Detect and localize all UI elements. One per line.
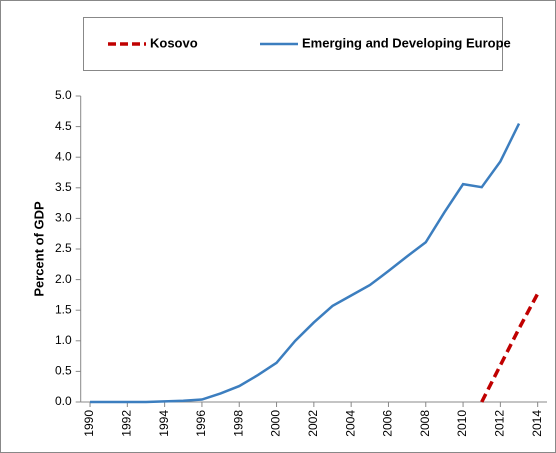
y-tick-label: 0.0 bbox=[55, 394, 72, 408]
y-axis-title: Percent of GDP bbox=[31, 201, 46, 297]
y-tick-label: 3.0 bbox=[55, 211, 72, 225]
x-tick-label: 2006 bbox=[381, 410, 395, 437]
x-tick-label: 1992 bbox=[120, 410, 134, 437]
x-tick-label: 2008 bbox=[418, 410, 432, 437]
x-tick-label: 2004 bbox=[343, 410, 357, 437]
y-tick-label: 5.0 bbox=[55, 88, 72, 102]
y-tick-label: 1.0 bbox=[55, 333, 72, 347]
x-tick-label: 2002 bbox=[306, 410, 320, 437]
y-tick-label: 1.5 bbox=[55, 302, 72, 316]
y-tick-label: 4.5 bbox=[55, 119, 72, 133]
legend-label: Kosovo bbox=[150, 35, 198, 50]
x-tick-label: 2010 bbox=[455, 410, 469, 437]
x-tick-label: 1998 bbox=[231, 410, 245, 437]
x-tick-label: 2014 bbox=[530, 410, 544, 437]
x-tick-label: 1990 bbox=[82, 410, 96, 437]
y-tick-label: 2.5 bbox=[55, 241, 72, 255]
y-tick-label: 2.0 bbox=[55, 272, 72, 286]
y-tick-label: 0.5 bbox=[55, 364, 72, 378]
x-tick-label: 1994 bbox=[157, 410, 171, 437]
x-tick-label: 2000 bbox=[269, 410, 283, 437]
series-line bbox=[480, 292, 540, 403]
y-tick-label: 4.0 bbox=[55, 149, 72, 163]
x-tick-label: 1996 bbox=[194, 410, 208, 437]
y-tick-label: 3.5 bbox=[55, 180, 72, 194]
series-line bbox=[90, 122, 521, 404]
legend-label: Emerging and Developing Europe bbox=[302, 35, 511, 50]
x-tick-label: 2012 bbox=[493, 410, 507, 437]
